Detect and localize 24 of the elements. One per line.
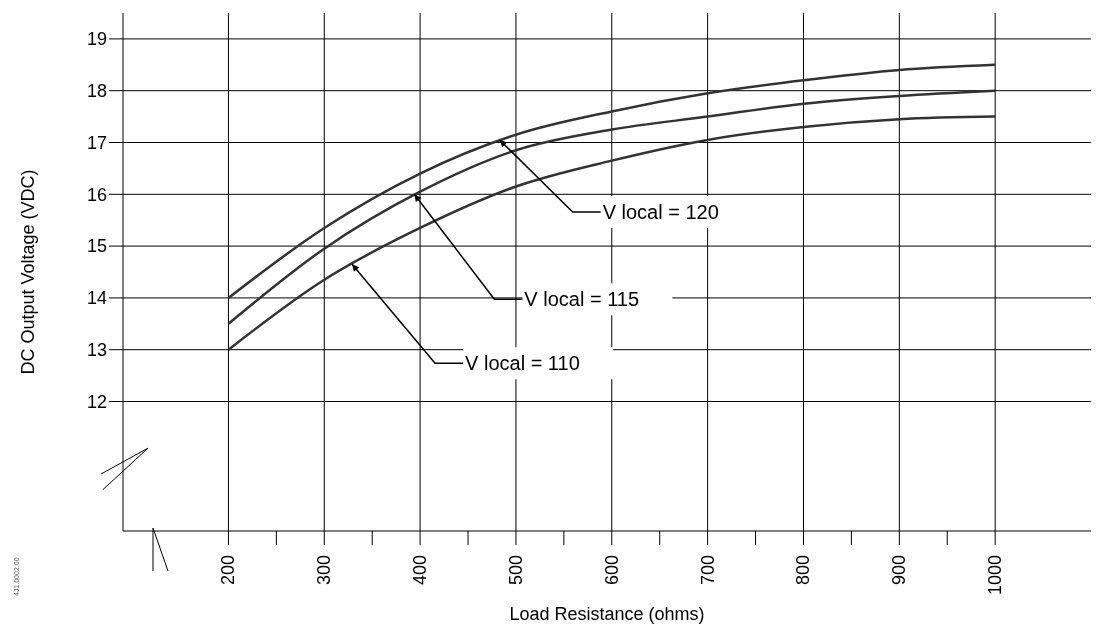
y-tick-label: 12 <box>86 391 107 412</box>
x-axis-title: Load Resistance (ohms) <box>509 604 705 624</box>
x-tick-label: 900 <box>889 555 910 586</box>
y-tick-label: 18 <box>86 81 107 102</box>
line-series <box>227 89 997 326</box>
annotation: V local = 110 <box>465 352 580 375</box>
annotation: V local = 120 <box>602 200 719 223</box>
line-series <box>227 115 997 351</box>
y-tick-label: 13 <box>86 340 107 361</box>
y-tick-label: 19 <box>86 29 107 50</box>
y-tick-label: 17 <box>86 132 107 153</box>
y-tick-label: 16 <box>86 184 107 205</box>
x-tick-label: 400 <box>410 555 431 586</box>
annotation: V local = 115 <box>524 288 640 311</box>
x-tick-label: 500 <box>505 555 526 586</box>
x-tick-label: 800 <box>793 555 814 586</box>
x-tick-label: 600 <box>601 555 622 586</box>
y-axis-title: DC Output Voltage (VDC) <box>18 169 39 375</box>
x-tick-label: 200 <box>218 555 239 586</box>
x-tick-label: 700 <box>697 555 718 586</box>
x-tick-label: 1000 <box>985 555 1006 596</box>
y-tick-label: 15 <box>86 236 107 257</box>
y-tick-label: 14 <box>86 288 107 309</box>
x-tick-label: 300 <box>314 555 335 586</box>
